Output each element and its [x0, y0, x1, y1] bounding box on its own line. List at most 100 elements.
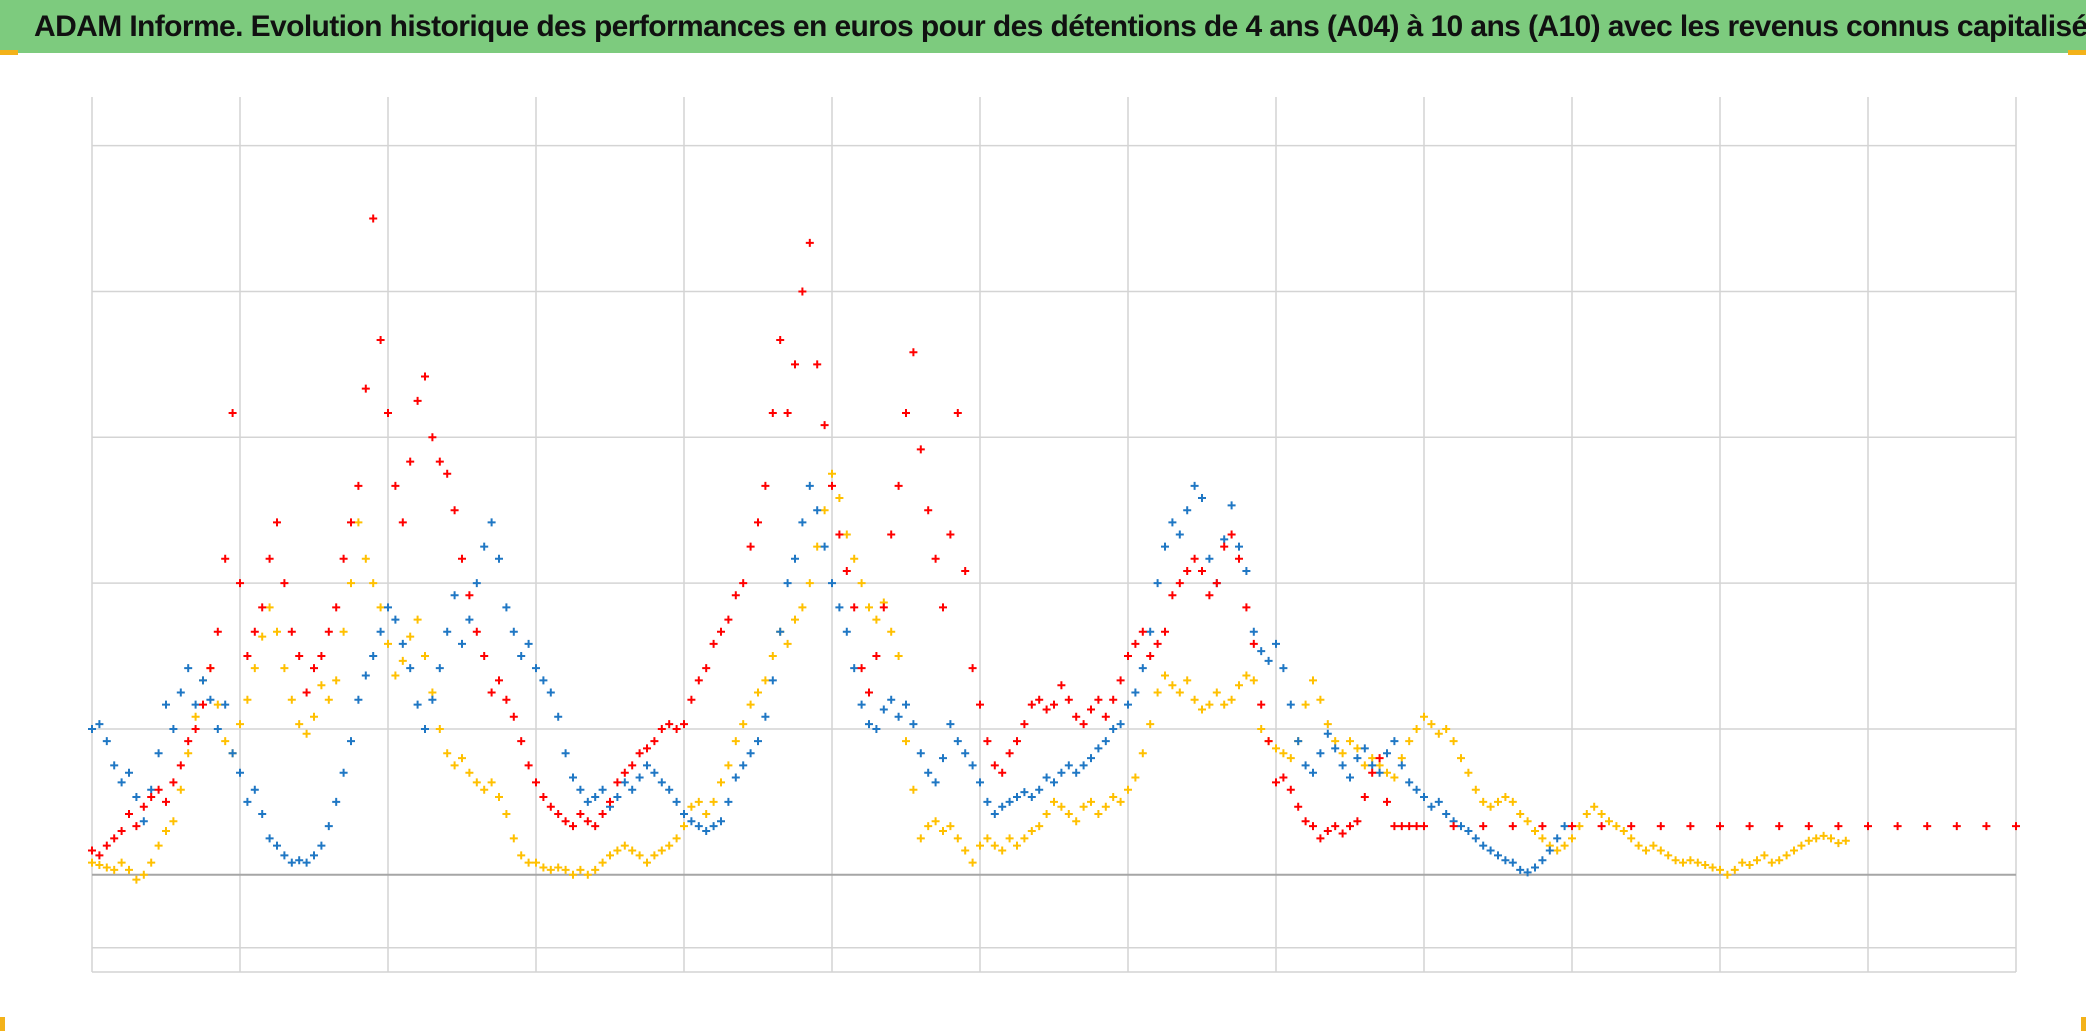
plus-marker — [1442, 810, 1451, 819]
plus-marker — [1235, 542, 1243, 551]
plus-marker — [1412, 724, 1421, 733]
plus-marker — [1331, 822, 1340, 831]
plus-marker — [221, 700, 230, 709]
plus-marker — [1560, 822, 1569, 831]
plus-marker — [591, 865, 600, 874]
plus-marker — [191, 700, 200, 709]
plus-marker — [1035, 695, 1044, 704]
plus-marker — [702, 664, 711, 673]
plus-marker — [1161, 627, 1169, 636]
plus-marker — [865, 720, 873, 729]
plus-marker — [1079, 720, 1088, 729]
plus-marker — [1952, 822, 1961, 831]
plus-marker — [1035, 822, 1044, 831]
plus-marker — [635, 773, 644, 782]
plus-marker — [931, 554, 940, 563]
plus-marker — [1220, 535, 1229, 544]
plus-marker — [865, 688, 873, 697]
plus-marker — [813, 506, 822, 515]
plus-marker — [1220, 700, 1229, 709]
plus-marker — [1198, 705, 1206, 714]
plus-marker — [1264, 656, 1273, 665]
plus-marker — [1064, 810, 1073, 819]
plus-marker — [354, 695, 363, 704]
plus-marker — [1094, 810, 1103, 819]
grid — [91, 97, 2017, 973]
plus-marker — [576, 865, 585, 874]
plus-marker — [302, 688, 311, 697]
plus-marker — [791, 554, 799, 563]
plus-marker — [968, 761, 977, 770]
plus-marker — [428, 695, 437, 704]
plus-marker — [916, 749, 925, 758]
plus-marker — [961, 749, 970, 758]
plus-marker — [524, 639, 533, 648]
plus-marker — [1338, 761, 1347, 770]
plus-marker — [1146, 652, 1155, 661]
plus-marker — [317, 652, 326, 661]
plus-marker — [517, 851, 526, 860]
plus-marker — [1375, 768, 1384, 777]
plus-marker — [1686, 856, 1695, 865]
plus-marker — [495, 676, 503, 685]
plus-marker — [1397, 822, 1406, 831]
plus-marker — [931, 778, 940, 787]
plus-marker — [509, 627, 518, 636]
plus-marker — [376, 336, 385, 345]
plus-marker — [199, 700, 207, 709]
plus-marker — [295, 652, 304, 661]
plus-marker — [132, 822, 141, 831]
plus-marker — [450, 761, 459, 770]
plus-marker — [154, 785, 163, 794]
plus-marker — [1449, 737, 1458, 746]
plus-marker — [1138, 664, 1147, 673]
plus-marker — [924, 822, 933, 831]
plus-marker — [1131, 639, 1140, 648]
plus-marker — [184, 749, 193, 758]
plus-marker — [1590, 802, 1599, 811]
plus-marker — [391, 481, 400, 490]
plus-marker — [739, 720, 748, 729]
plus-marker — [125, 865, 133, 874]
plus-marker — [598, 858, 607, 867]
plus-marker — [857, 664, 866, 673]
plus-marker — [213, 700, 222, 709]
plus-marker — [1131, 688, 1140, 697]
plus-marker — [902, 700, 910, 709]
plus-marker — [1834, 822, 1843, 831]
plus-marker — [842, 566, 851, 575]
plus-marker — [717, 778, 725, 787]
plus-marker — [591, 793, 600, 801]
plus-marker — [1538, 822, 1547, 831]
plus-marker — [576, 785, 585, 794]
plus-marker — [1064, 695, 1073, 704]
plus-marker — [961, 846, 970, 855]
plus-marker — [287, 858, 296, 867]
plus-marker — [569, 870, 577, 879]
plus-marker — [102, 737, 111, 746]
plus-marker — [480, 652, 489, 661]
plus-marker — [509, 834, 518, 843]
plus-marker — [1827, 834, 1835, 843]
plus-marker — [1116, 676, 1125, 685]
plus-marker — [1005, 834, 1014, 843]
plus-marker — [472, 627, 481, 636]
plus-marker — [1161, 671, 1169, 680]
plus-marker — [398, 639, 407, 648]
plus-marker — [1804, 836, 1813, 845]
plus-marker — [983, 834, 992, 843]
plus-marker — [561, 749, 570, 758]
plus-marker — [169, 724, 178, 733]
plus-marker — [1775, 822, 1784, 831]
plus-marker — [672, 834, 681, 843]
plus-marker — [1005, 797, 1014, 806]
plus-marker — [139, 802, 148, 811]
plus-marker — [1686, 822, 1695, 831]
plus-marker — [206, 664, 215, 673]
plus-marker — [495, 554, 503, 563]
plus-marker — [561, 817, 570, 826]
plus-marker — [480, 542, 489, 551]
plus-marker — [139, 817, 148, 826]
plus-marker — [694, 822, 703, 831]
plus-marker — [443, 627, 452, 636]
